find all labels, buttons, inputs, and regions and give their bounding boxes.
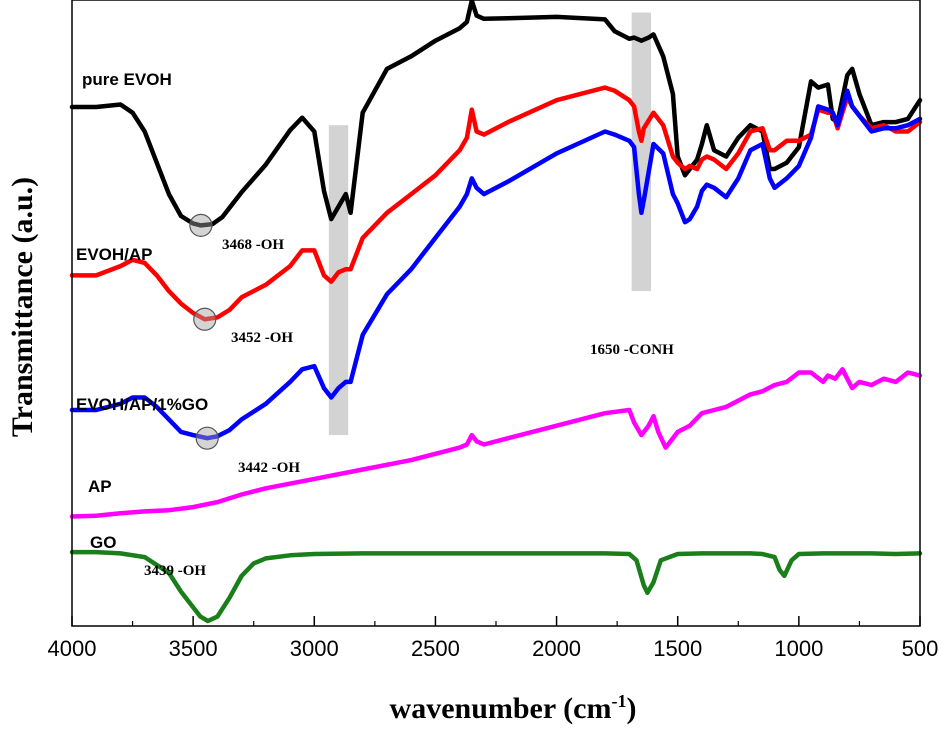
x-tick-label-6: 1500 — [653, 636, 702, 661]
series-line-1 — [69, 0, 923, 228]
series-line-2 — [69, 85, 923, 322]
x-tick-label-4: 2500 — [411, 636, 460, 661]
annotation-3: 3442 -OH — [238, 460, 300, 476]
y-axis-title: Transmittance (a.u.) — [6, 177, 39, 437]
peak-markers — [189, 213, 219, 450]
annotation-5: 1650 -CONH — [590, 342, 674, 358]
series-labels: pure EVOH EVOH/AP EVOH/AP/1%GO AP GO — [76, 70, 208, 552]
series-label-4: AP — [88, 477, 112, 496]
x-tick-label-3: 3000 — [290, 636, 339, 661]
series-line-3 — [69, 88, 923, 441]
annotation-4: 3439 -OH — [144, 563, 206, 579]
x-tick-label-8: 500 — [902, 636, 939, 661]
peak-marker-3 — [195, 426, 219, 450]
annotation-1: 3468 -OH — [222, 237, 284, 253]
x-tick-label-2: 3500 — [169, 636, 218, 661]
series-label-5: GO — [90, 533, 116, 552]
x-axis-title: wavenumber (cm-1) — [390, 691, 637, 725]
x-tick-label-5: 2000 — [532, 636, 581, 661]
series-label-1: pure EVOH — [82, 70, 172, 89]
annotations: 3468 -OH 3452 -OH 3442 -OH 3439 -OH 1650 -CO… — [144, 237, 674, 579]
x-axis-title-close: ) — [626, 692, 636, 725]
series-line-4 — [69, 367, 923, 519]
peak-marker-2 — [193, 307, 217, 331]
series-line-5 — [69, 549, 923, 624]
x-axis-title-sup: -1 — [611, 691, 626, 711]
x-tick-label-1: 4000 — [48, 636, 97, 661]
series-label-2: EVOH/AP — [76, 245, 153, 264]
annotation-2: 3452 -OH — [231, 330, 293, 346]
series-lines — [69, 0, 923, 624]
shaded-band-2 — [631, 12, 652, 292]
x-axis-ticks: 4000 3500 3000 2500 2000 1500 1000 500 — [48, 616, 939, 661]
peak-marker-1 — [189, 213, 213, 237]
x-tick-label-7: 1000 — [774, 636, 823, 661]
series-label-3: EVOH/AP/1%GO — [76, 395, 208, 414]
x-axis-title-main: wavenumber (cm — [390, 692, 612, 725]
